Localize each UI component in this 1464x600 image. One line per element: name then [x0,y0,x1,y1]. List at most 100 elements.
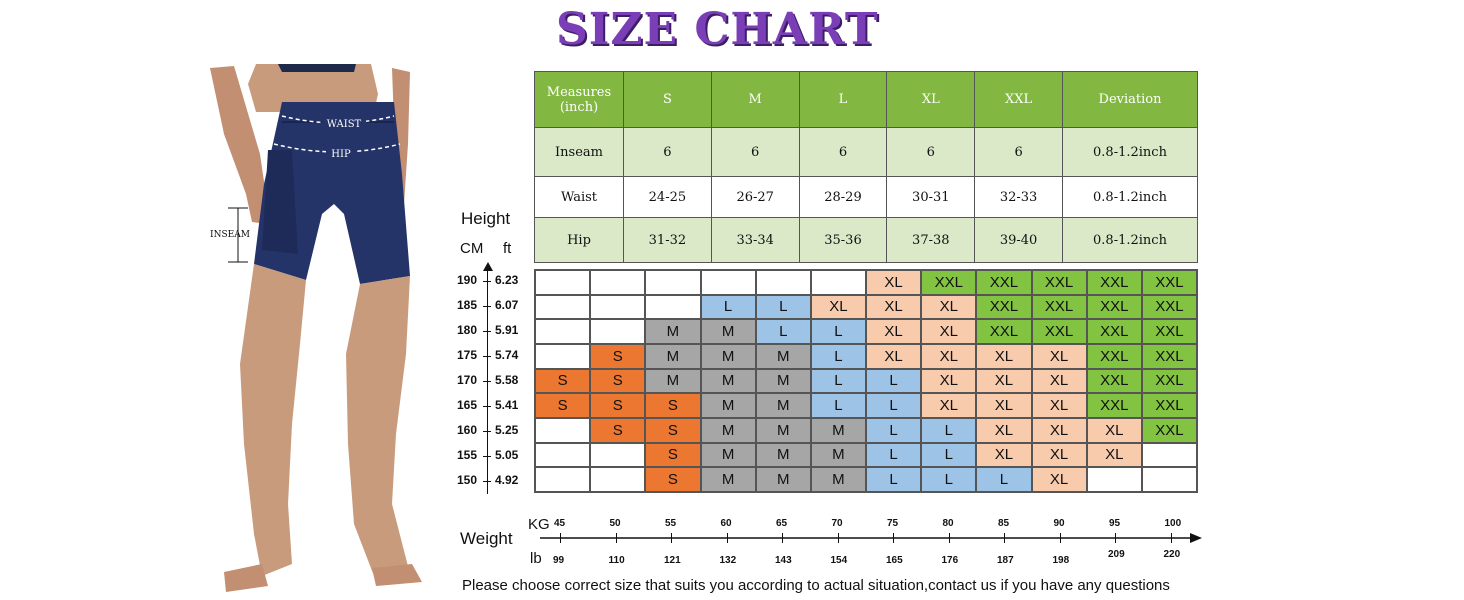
size-cell: XXL [1141,270,1197,295]
size-cell: XXL [1086,319,1142,344]
height-tick [483,430,491,432]
size-cell [700,270,756,295]
size-cell: M [700,467,756,492]
weight-tick [1004,533,1005,543]
size-cell: L [866,442,922,468]
weight-tick [1170,533,1172,543]
height-tick [483,455,491,457]
size-cell: L [866,368,922,394]
cell-value: 6 [798,127,888,177]
height-tick [483,331,491,333]
size-cell: L [921,417,977,443]
weight-lb-label: 165 [886,555,903,566]
size-cell: M [700,393,756,418]
size-cell: XL [976,393,1032,418]
size-cell: XXL [1086,368,1142,394]
cell-deviation: 0.8-1.2inch [1062,217,1198,263]
height-tick [483,306,491,308]
size-cell: M [645,368,701,394]
size-cell: XXL [976,294,1032,320]
header-measures: Measures (inch) [534,71,624,128]
size-cell: M [700,417,756,443]
height-cm-label: 165 [457,397,478,412]
weight-kg-label: 100 [1164,518,1182,529]
cell-value: 33-34 [710,217,800,263]
size-cell: XXL [1031,319,1087,344]
weight-tick [782,533,783,543]
size-cell [590,442,646,468]
hip-label: HIP [331,149,351,160]
height-ft-label: 4.92 [495,472,519,487]
size-cell: S [590,343,646,369]
size-cell: XL [921,393,977,418]
cell-value: 6 [886,127,976,177]
weight-axis-title: Weight [460,529,513,548]
size-cell: XXL [1141,368,1197,394]
size-cell: XXL [1086,294,1142,320]
header-m: M [710,71,800,128]
size-cell: XL [866,343,922,369]
weight-kg-label: 50 [609,518,621,529]
header-s: S [623,71,712,128]
cell-value: 6 [710,127,800,177]
table-row: Waist 24-25 26-27 28-29 30-31 32-33 0.8-… [534,176,1198,218]
cell-value: 39-40 [974,217,1063,263]
weight-kg-label: 45 [554,518,566,529]
size-cell: XL [810,294,866,320]
weight-tick [1115,533,1116,543]
size-cell: M [755,393,811,418]
height-tick [483,480,491,482]
weight-tick [1059,533,1061,543]
model-figure: WAIST HIP INSEAM [210,64,422,592]
size-cell: S [590,368,646,394]
size-cell [1141,467,1197,492]
weight-kg-label: 80 [942,518,954,529]
weight-kg-label: 55 [665,518,677,529]
weight-lb-label: 209 [1108,549,1125,560]
cell-value: 28-29 [798,176,888,218]
weight-lb-label: 187 [997,555,1014,566]
size-cell: XXL [1141,417,1197,443]
cell-value: 31-32 [623,217,712,263]
cell-value: 32-33 [974,176,1063,218]
size-cell: L [921,442,977,468]
size-cell [810,270,866,295]
size-cell: S [645,393,701,418]
cell-deviation: 0.8-1.2inch [1062,127,1198,177]
size-cell: L [921,467,977,492]
size-cell: XL [1031,467,1087,492]
size-cell: XXL [1086,270,1142,295]
size-cell: L [755,294,811,320]
size-cell [535,319,591,344]
table-row: Inseam 6 6 6 6 6 0.8-1.2inch [534,127,1198,177]
size-cell: M [755,417,811,443]
height-cm-label: 185 [457,298,478,313]
weight-tick [948,533,950,543]
size-cell [645,294,701,320]
height-unit-ft: ft [503,240,512,257]
size-cell: L [700,294,756,320]
size-cell: XXL [921,270,977,295]
height-cm-label: 180 [457,323,478,338]
height-axis-title: Height [461,209,511,228]
size-cell: L [810,393,866,418]
cell-value: 37-38 [886,217,976,263]
height-ft-label: 5.91 [495,323,519,338]
size-cell [535,442,591,468]
size-cell: XL [921,319,977,344]
size-cell: XL [976,417,1032,443]
height-tick [483,281,491,283]
weight-lb-label: 198 [1052,555,1070,566]
size-cell: L [810,343,866,369]
size-cell: L [866,467,922,492]
size-cell: M [755,467,811,492]
size-cell: XL [976,442,1032,468]
height-ft-label: 6.07 [495,298,519,313]
size-cell: L [755,319,811,344]
size-cell: S [645,442,701,468]
size-cell: XL [1031,417,1087,443]
size-cell: XL [1031,343,1087,369]
height-cm-label: 155 [457,447,478,462]
size-cell: XL [1031,442,1087,468]
header-xl: XL [886,71,976,128]
